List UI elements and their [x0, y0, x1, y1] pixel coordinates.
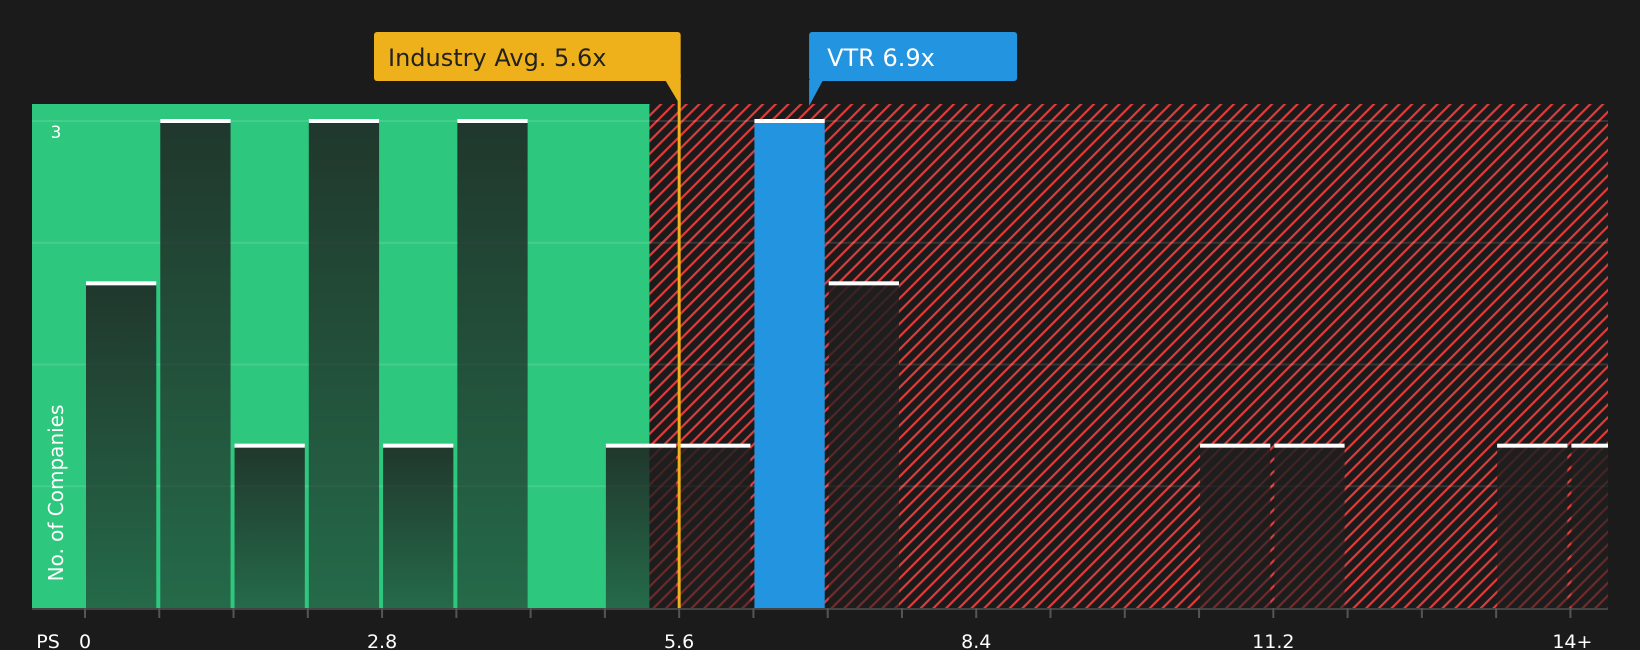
- y-tick-label: 3: [51, 123, 62, 143]
- y-axis-label: No. of Companies: [44, 405, 68, 582]
- bar-cap: [754, 119, 825, 123]
- histogram-bar: [680, 445, 751, 608]
- bar-cap: [383, 443, 454, 448]
- bar-cap: [680, 443, 751, 448]
- bar-cap: [160, 119, 231, 123]
- company-label: VTR 6.9x: [809, 32, 1018, 106]
- x-tick-label: 5.6: [664, 631, 694, 650]
- industry-avg-label: Industry Avg. 5.6x: [374, 32, 681, 106]
- histogram-bar: [383, 445, 454, 608]
- bar-cap: [86, 281, 157, 286]
- bar-cap: [605, 443, 677, 448]
- histogram-bar: [1274, 445, 1345, 608]
- bar-cap: [308, 119, 380, 123]
- histogram-bar: [160, 121, 231, 608]
- company-bar: [754, 121, 825, 608]
- bar-cap: [1571, 443, 1608, 448]
- x-axis-label: PS: [36, 631, 60, 650]
- histogram-bar: [1571, 445, 1608, 608]
- histogram-bar: [308, 121, 380, 608]
- bar-cap: [1497, 443, 1568, 448]
- bar-cap: [1274, 443, 1345, 448]
- x-tick-label: 11.2: [1252, 631, 1294, 650]
- bar-cap: [457, 119, 528, 123]
- x-tick-label: 2.8: [367, 631, 397, 650]
- histogram-bar: [234, 445, 305, 608]
- industry-avg-text: Industry Avg. 5.6x: [388, 44, 606, 72]
- histogram-bar: [1200, 445, 1271, 608]
- x-tick-label: 14+: [1552, 631, 1592, 650]
- histogram-bar: [1497, 445, 1568, 608]
- bar-cap: [828, 281, 899, 286]
- x-tick-label: 0: [79, 631, 91, 650]
- x-tick-label: 8.4: [961, 631, 991, 650]
- histogram-bar: [605, 445, 677, 608]
- histogram-bar: [828, 283, 899, 608]
- bar-cap: [1200, 443, 1271, 448]
- bar-cap: [234, 443, 305, 448]
- histogram-bar: [86, 283, 157, 608]
- histogram-bar: [457, 121, 528, 608]
- company-text: VTR 6.9x: [827, 44, 935, 72]
